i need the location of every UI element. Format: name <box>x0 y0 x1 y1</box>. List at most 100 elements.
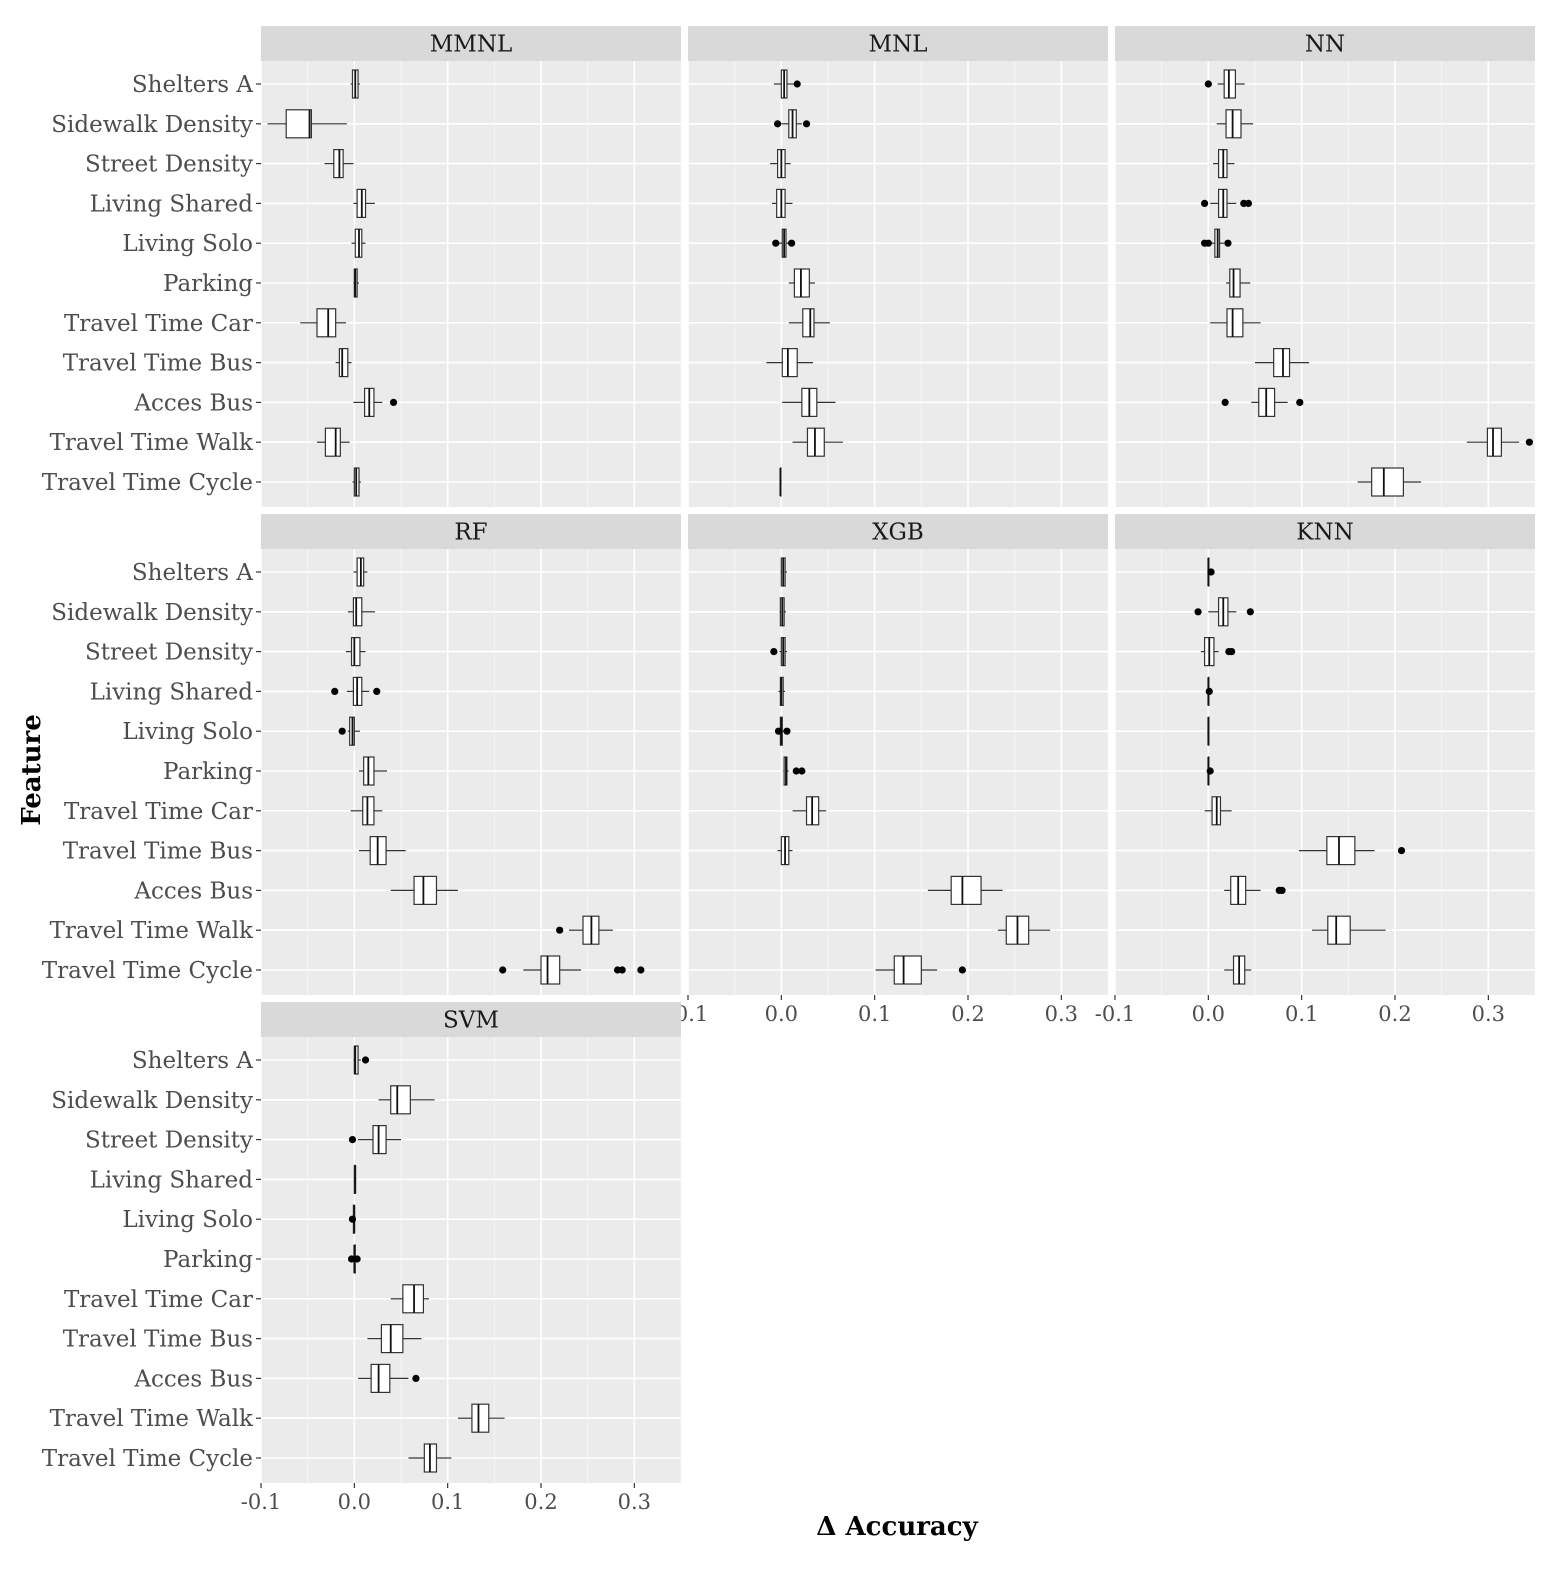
box-mmnl-street-density <box>324 149 354 179</box>
y-tick-label-travel-time-car: Travel Time Car <box>64 311 253 337</box>
outlier-point <box>499 966 507 974</box>
outlier-point <box>373 687 381 696</box>
outlier-point <box>783 727 791 735</box>
strip-svm <box>261 1002 681 1037</box>
box-knn-travel-time-cycle <box>1224 955 1252 985</box>
x-axis-title: Δ Accuracy <box>816 1512 978 1542</box>
outlier-point <box>1207 568 1215 576</box>
y-tick-label-shelters-a: Shelters A <box>132 560 253 586</box>
box-nn-travel-time-bus <box>1255 348 1310 378</box>
outlier-point <box>793 80 801 88</box>
strip-label-xgb: XGB <box>872 520 924 546</box>
strip-rf <box>261 514 681 549</box>
iqr-box <box>1326 835 1356 866</box>
outlier-point <box>353 1255 361 1263</box>
y-tick-label-living-solo: Living Solo <box>122 1207 253 1233</box>
box-mnl-living-shared <box>772 188 793 218</box>
box-mmnl-shelters-a <box>350 69 360 99</box>
panel-mnl: MNL <box>687 26 1109 507</box>
y-tick-label-travel-time-car: Travel Time Car <box>64 1287 253 1313</box>
outlier-point <box>637 966 645 974</box>
box-knn-travel-time-bus <box>1298 835 1406 866</box>
y-tick-label-sidewalk-density: Sidewalk Density <box>51 600 253 626</box>
outlier-point <box>788 239 796 247</box>
box-rf-living-solo <box>338 716 360 746</box>
iqr-box <box>471 1403 490 1433</box>
y-tick-label-travel-time-cycle: Travel Time Cycle <box>42 1446 253 1472</box>
y-tick-label-living-shared: Living Shared <box>90 679 254 705</box>
iqr-box <box>338 348 349 378</box>
panel-background-rf <box>261 549 681 995</box>
outlier-point <box>798 767 806 775</box>
outlier-point <box>347 1255 356 1263</box>
box-mmnl-sidewalk-density <box>267 109 347 139</box>
iqr-box <box>402 1284 425 1314</box>
iqr-box <box>1486 427 1503 457</box>
x-tick-label: 0.2 <box>1378 1002 1411 1026</box>
box-mnl-acces-bus <box>782 387 836 417</box>
strip-label-svm: SVM <box>443 1008 499 1034</box>
y-tick-label-sidewalk-density: Sidewalk Density <box>51 1088 253 1114</box>
iqr-box <box>1371 467 1404 497</box>
iqr-box <box>1226 308 1244 338</box>
outlier-point <box>1221 398 1229 406</box>
panel-background-xgb <box>688 549 1108 995</box>
iqr-box <box>350 636 361 667</box>
box-rf-sidewalk-density <box>347 597 375 627</box>
y-tick-label-sidewalk-density: Sidewalk Density <box>51 112 253 138</box>
x-tick-label: 0.1 <box>431 1490 464 1514</box>
outlier-point <box>1228 648 1236 656</box>
box-nn-sidewalk-density <box>1216 109 1254 139</box>
outlier-point <box>348 1215 357 1223</box>
box-knn-street-density <box>1200 636 1236 667</box>
box-mmnl-acces-bus <box>353 387 398 417</box>
outlier-point <box>348 1136 357 1144</box>
box-nn-living-shared <box>1201 188 1253 218</box>
box-nn-shelters-a <box>1204 69 1245 99</box>
iqr-box <box>893 955 922 985</box>
y-tick-label-shelters-a: Shelters A <box>132 72 253 98</box>
box-svm-acces-bus <box>358 1363 420 1394</box>
y-tick-label-travel-time-car: Travel Time Car <box>64 799 253 825</box>
iqr-box <box>362 796 375 826</box>
iqr-box <box>950 875 982 906</box>
box-mmnl-travel-time-bus <box>335 348 352 378</box>
panel-nn: NN <box>1114 26 1536 507</box>
x-tick-label: 0.1 <box>858 1002 891 1026</box>
box-xgb-living-solo <box>774 716 791 746</box>
y-tick-label-travel-time-bus: Travel Time Bus <box>63 1327 253 1353</box>
iqr-box <box>370 1363 391 1394</box>
box-svm-shelters-a <box>353 1045 370 1075</box>
iqr-box <box>781 348 798 378</box>
panel-background-svm <box>261 1037 681 1483</box>
iqr-box <box>413 875 438 906</box>
box-knn-living-solo <box>1207 716 1210 746</box>
x-tick-label: -0.1 <box>241 1490 282 1514</box>
outlier-point <box>1204 80 1212 88</box>
box-rf-street-density <box>345 636 366 667</box>
box-mnl-street-density <box>770 149 791 179</box>
box-xgb-travel-time-cycle <box>875 955 967 985</box>
box-nn-street-density <box>1213 149 1235 179</box>
x-tick-label: -0.1 <box>1095 1002 1136 1026</box>
x-tick-label: 0.0 <box>1192 1002 1225 1026</box>
box-svm-living-shared <box>353 1164 357 1195</box>
box-rf-parking <box>359 756 387 786</box>
box-xgb-travel-time-bus <box>777 835 793 866</box>
outlier-point <box>331 687 339 696</box>
y-tick-label-acces-bus: Acces Bus <box>133 390 253 416</box>
x-tick-label: 0.2 <box>524 1490 557 1514</box>
outlier-point <box>389 398 398 406</box>
x-tick-label: 0.1 <box>1285 1002 1318 1026</box>
x-tick-label: 0.0 <box>765 1002 798 1026</box>
box-xgb-street-density <box>770 636 787 667</box>
box-mnl-living-solo <box>772 228 796 258</box>
y-tick-label-travel-time-bus: Travel Time Bus <box>63 839 253 865</box>
iqr-box <box>353 1045 359 1075</box>
y-tick-label-acces-bus: Acces Bus <box>133 1366 253 1392</box>
box-mmnl-living-shared <box>353 188 375 218</box>
box-rf-travel-time-bus <box>359 835 406 866</box>
iqr-box <box>372 1124 387 1155</box>
panel-svm: SVM Shelters A Sidewalk Density Street Dens… <box>42 1002 682 1514</box>
box-xgb-travel-time-walk <box>997 915 1051 945</box>
